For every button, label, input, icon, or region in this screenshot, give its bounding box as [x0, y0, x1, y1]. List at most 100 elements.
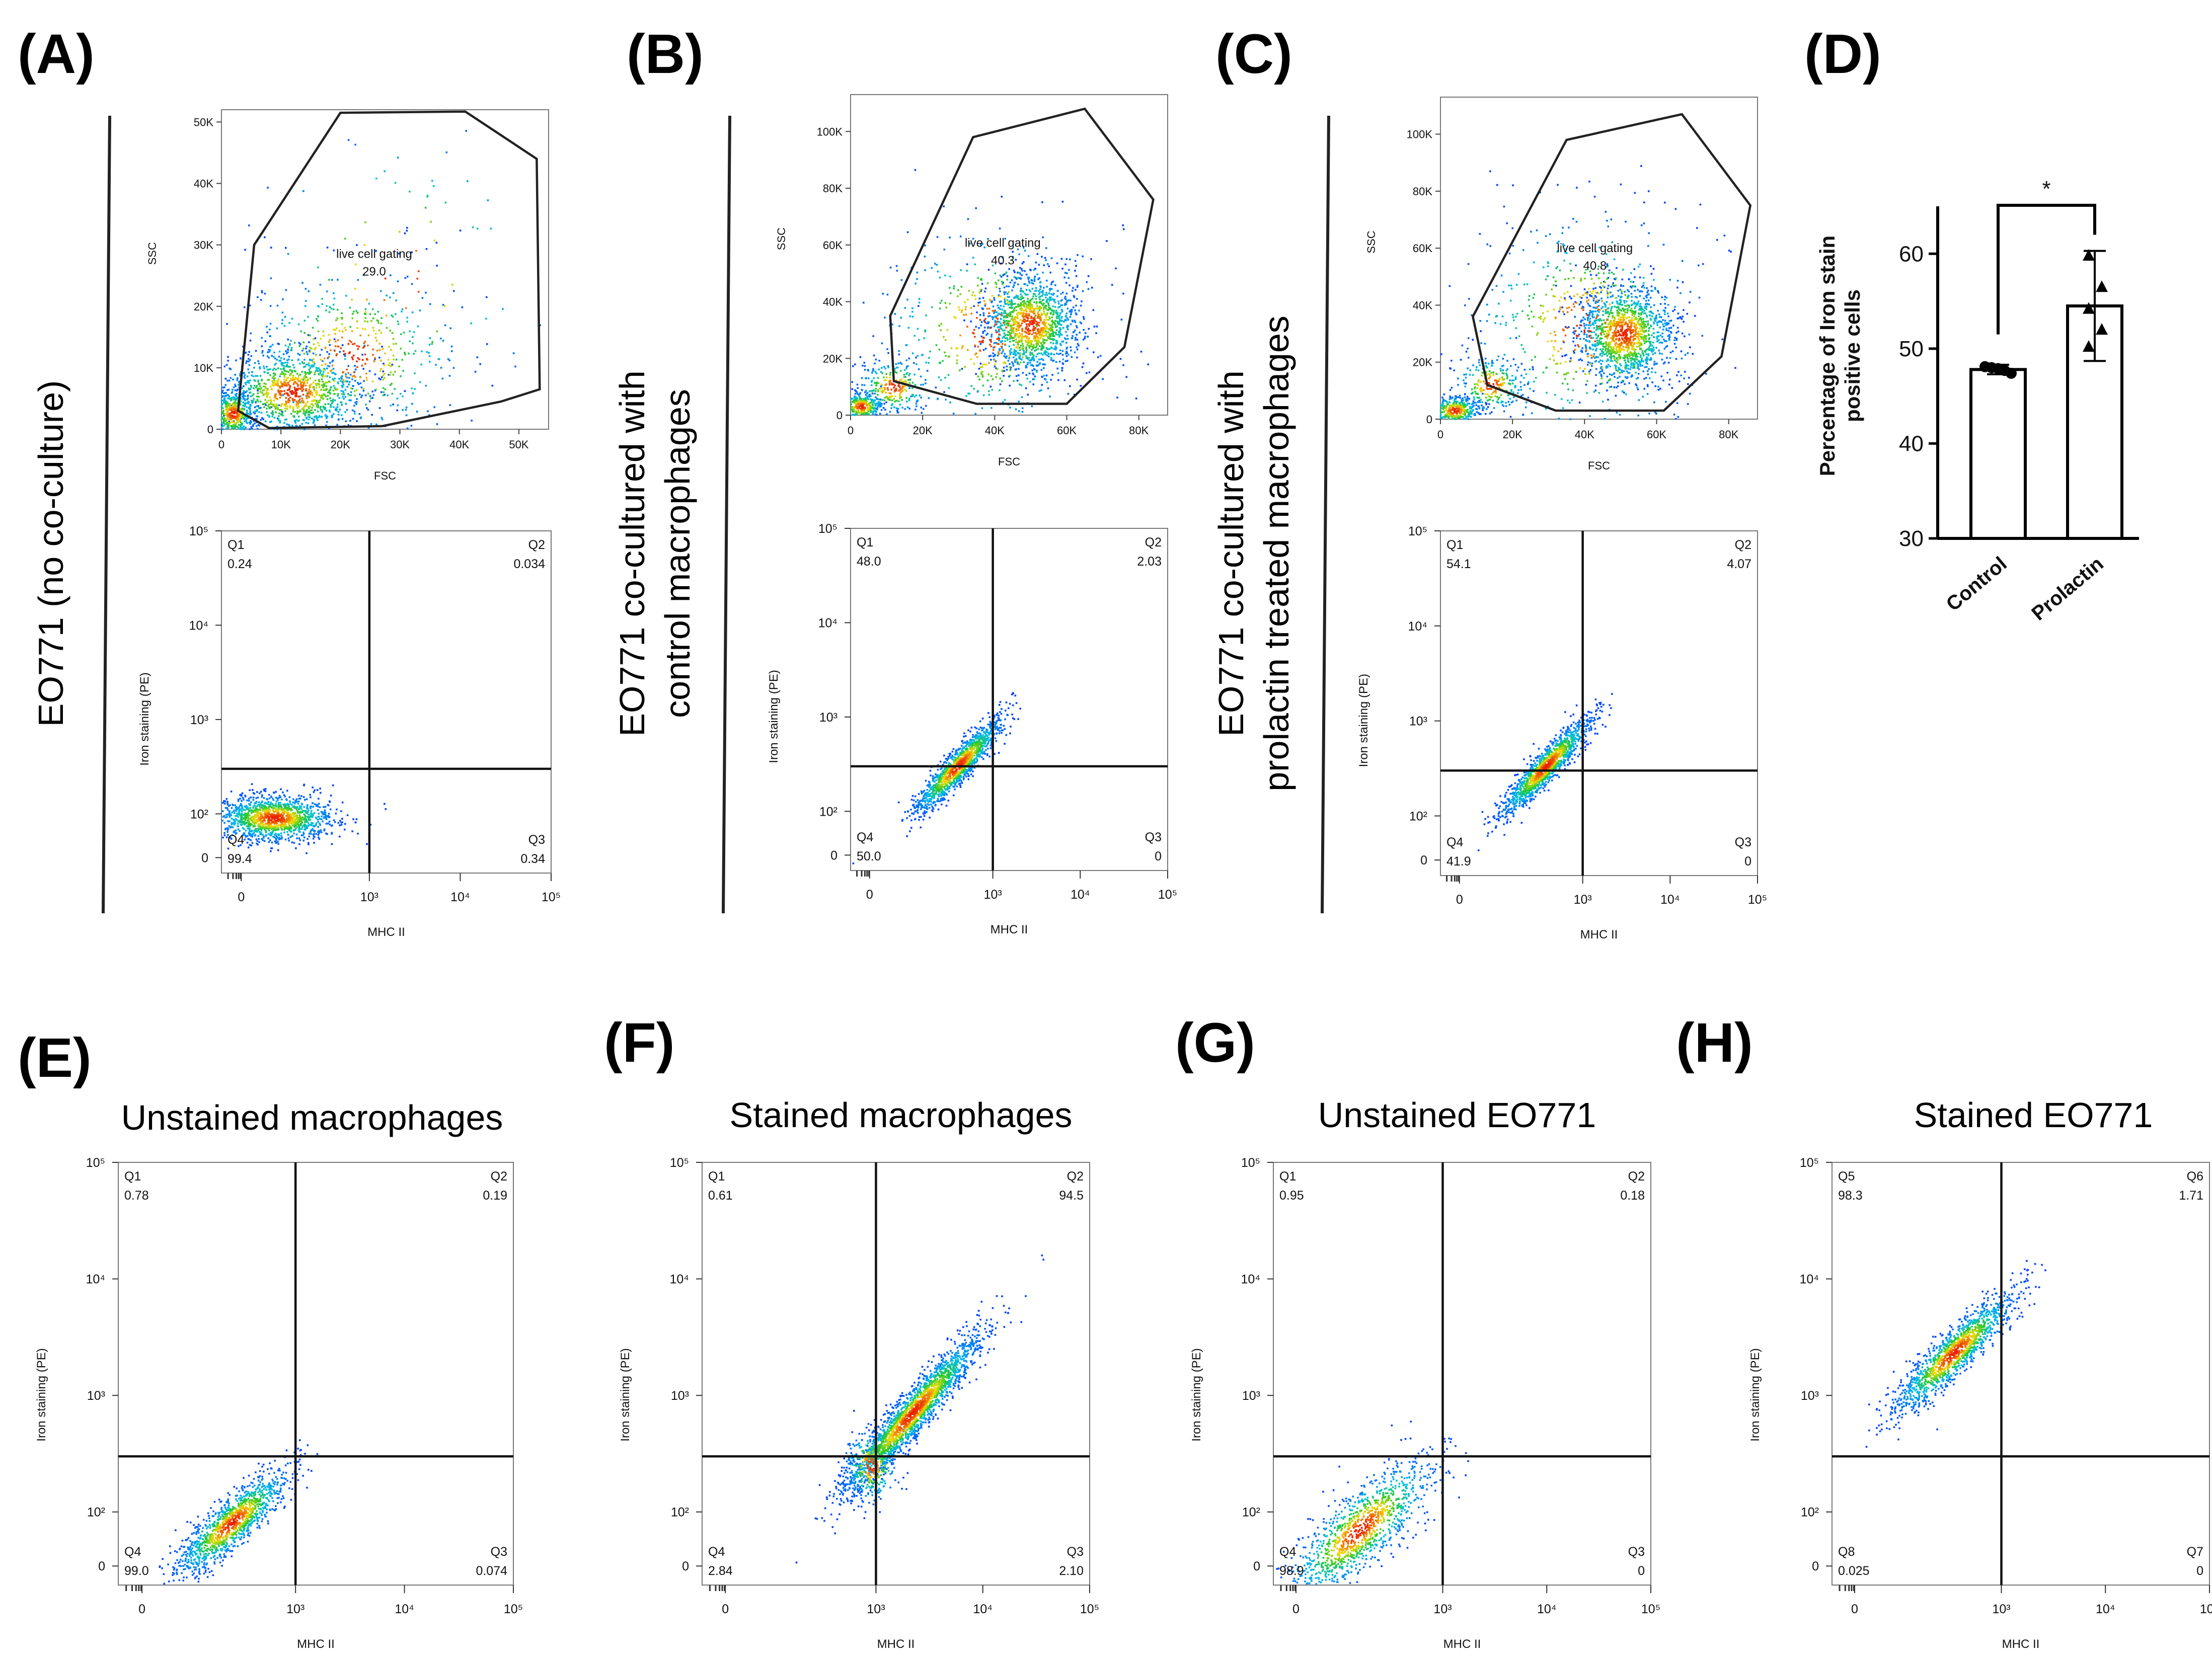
event-dot [235, 425, 237, 428]
event-dot [396, 409, 398, 412]
event-dot [1071, 308, 1073, 311]
event-dot [877, 407, 879, 409]
event-dot [982, 394, 985, 397]
event-dot [231, 405, 233, 407]
event-dot [1689, 301, 1691, 303]
event-dot [1030, 323, 1032, 325]
event-dot [928, 397, 930, 399]
event-dot [1025, 366, 1028, 368]
event-dot [384, 352, 386, 355]
event-dot [977, 301, 979, 304]
event-dot [994, 355, 996, 357]
event-dot [393, 358, 395, 361]
event-dot [1050, 325, 1052, 327]
event-dot [1011, 327, 1013, 329]
event-dot [233, 405, 235, 407]
event-dot [861, 377, 863, 379]
event-dot [1465, 398, 1468, 401]
event-dot [333, 406, 335, 408]
event-dot [1018, 253, 1020, 256]
event-dot [987, 322, 989, 325]
event-dot [224, 395, 226, 398]
event-dot [1045, 339, 1047, 341]
event-dot [283, 393, 285, 395]
event-dot [1448, 285, 1451, 287]
event-dot [225, 391, 227, 394]
event-dot [322, 380, 324, 383]
event-dot [304, 288, 307, 290]
event-dot [316, 401, 318, 403]
event-dot [960, 269, 962, 271]
event-dot [291, 425, 293, 427]
event-dot [281, 364, 283, 366]
event-dot [982, 312, 985, 314]
event-dot [949, 302, 951, 305]
event-dot [870, 400, 873, 402]
event-dot [340, 390, 343, 392]
event-dot [1669, 351, 1672, 354]
panel-label-h: (H) [1676, 1012, 1753, 1074]
event-dot [1666, 357, 1668, 359]
event-dot [1004, 362, 1007, 364]
event-dot [426, 195, 428, 198]
event-dot [263, 365, 265, 368]
event-dot [313, 422, 315, 424]
event-dot [335, 388, 337, 391]
event-dot [918, 368, 920, 370]
event-dot [273, 400, 275, 402]
event-dot [881, 391, 884, 394]
event-dot [999, 300, 1001, 303]
event-dot [1042, 338, 1044, 340]
event-dot [1581, 359, 1583, 362]
event-dot [256, 409, 258, 411]
event-dot [1015, 330, 1018, 333]
event-dot [231, 409, 233, 412]
event-dot [283, 358, 285, 360]
event-dot [1485, 362, 1487, 364]
event-dot [324, 403, 327, 406]
event-dot [236, 396, 238, 398]
event-dot [337, 393, 339, 395]
event-dot [897, 385, 899, 387]
event-dot [937, 398, 939, 400]
event-dot [1522, 249, 1524, 251]
event-dot [338, 418, 340, 420]
event-dot [303, 428, 306, 430]
event-dot [269, 335, 271, 337]
event-dot [264, 236, 266, 239]
event-dot [394, 371, 396, 373]
event-dot [251, 402, 253, 404]
event-dot [913, 335, 916, 337]
event-dot [1563, 341, 1565, 343]
event-dot [248, 360, 250, 363]
event-dot [1022, 353, 1024, 355]
event-dot [1066, 307, 1069, 310]
event-dot [331, 372, 333, 374]
event-dot [1012, 365, 1015, 367]
event-dot [226, 423, 229, 425]
event-dot [996, 286, 998, 288]
event-dot [1002, 282, 1004, 284]
event-dot [406, 226, 408, 229]
event-dot [866, 405, 868, 407]
event-dot [1612, 295, 1614, 297]
gate-name-label: live cell gating [336, 248, 412, 261]
event-dot [1001, 380, 1003, 382]
event-dot [249, 359, 251, 361]
event-dot [896, 366, 899, 369]
event-dot [1682, 316, 1684, 318]
event-dot [1015, 375, 1018, 377]
event-dot [447, 358, 449, 360]
event-dot [328, 427, 330, 430]
event-dot [1026, 349, 1028, 352]
event-dot [309, 377, 312, 379]
event-dot [336, 406, 339, 408]
event-dot [1004, 238, 1006, 240]
event-dot [940, 379, 942, 381]
event-dot [860, 412, 863, 414]
event-dot [359, 334, 361, 337]
event-dot [877, 390, 879, 392]
y-tick-label: 10K [194, 362, 213, 374]
event-dot [1613, 386, 1616, 388]
event-dot [1071, 311, 1073, 313]
